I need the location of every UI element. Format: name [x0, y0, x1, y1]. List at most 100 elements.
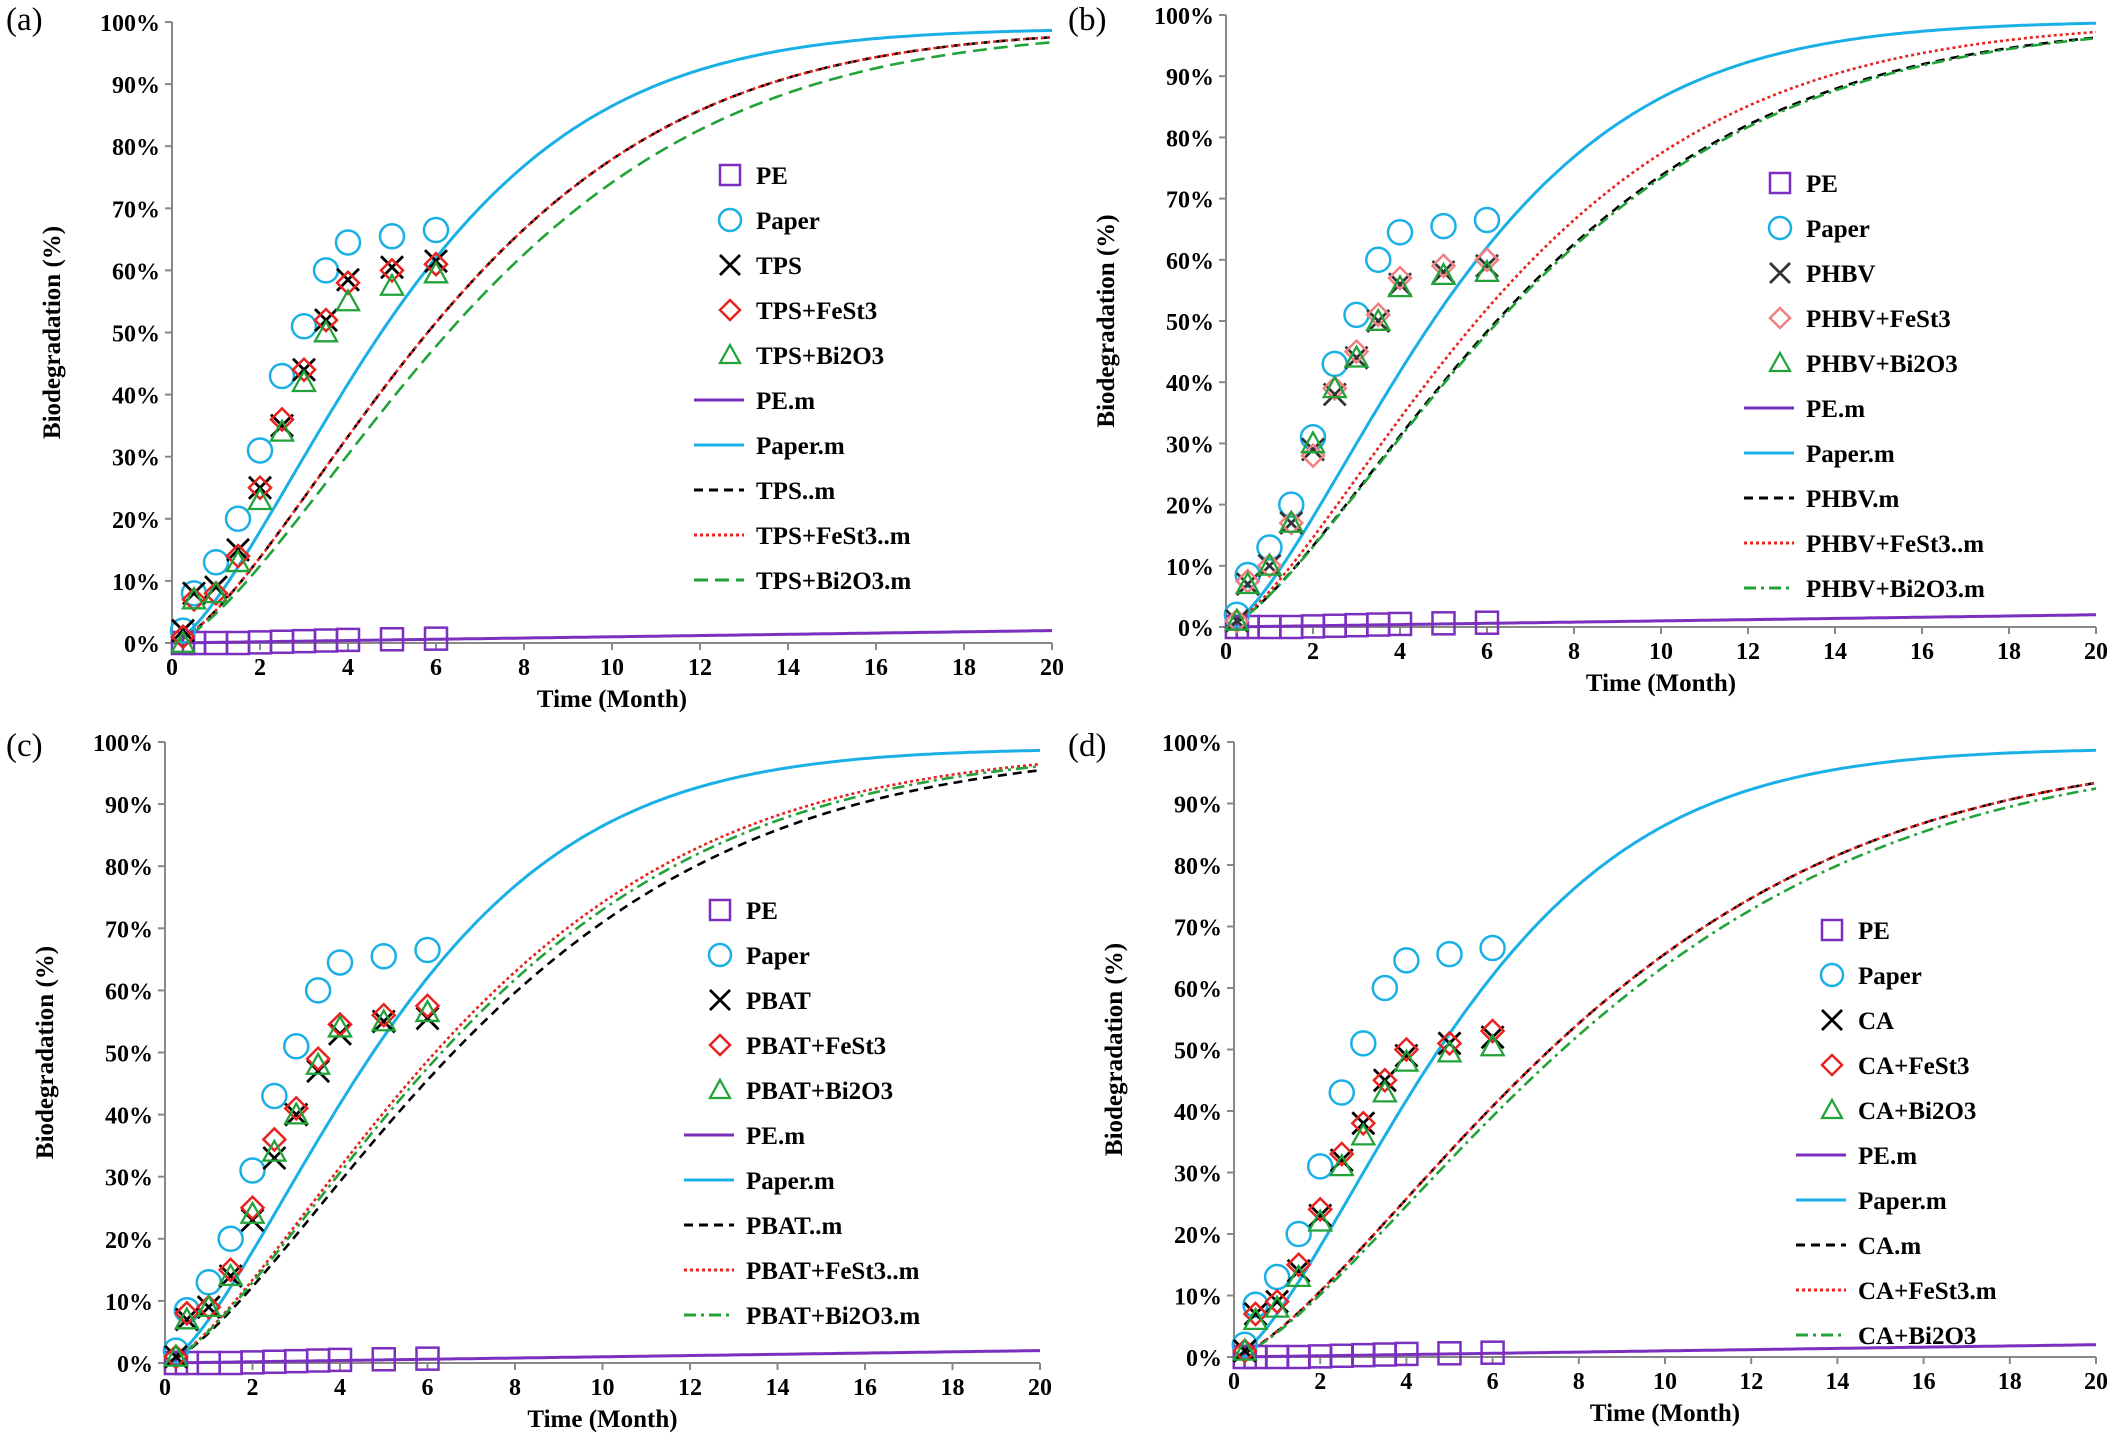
- data-point-PHBV+FeSt3: [1365, 302, 1392, 328]
- y-tick-label: 90%: [1166, 65, 1214, 91]
- y-tick-label: 90%: [1174, 793, 1222, 819]
- data-point-PBAT+FeSt3: [414, 993, 441, 1019]
- data-point-Paper: [326, 949, 354, 976]
- data-point-Paper: [422, 216, 450, 244]
- data-point-CA+Bi2O3: [1371, 1079, 1398, 1103]
- x-tick-label: 16: [853, 1375, 877, 1401]
- legend-label: Paper: [1806, 216, 1870, 243]
- y-tick-label: 70%: [1166, 188, 1214, 214]
- data-point-PBAT+FeSt3: [283, 1095, 310, 1122]
- y-tick-label: 50%: [1174, 1039, 1222, 1065]
- x-tick-label: 4: [1394, 639, 1406, 665]
- legend-label: TPS+FeSt3: [756, 298, 877, 325]
- legend-marker-Paper: [1767, 215, 1793, 241]
- data-point-PE: [371, 1347, 396, 1372]
- legend-marker-PE: [1820, 918, 1844, 942]
- x-tick-label: 12: [678, 1375, 702, 1401]
- x-tick-label: 8: [518, 655, 530, 681]
- data-point-Paper: [1371, 974, 1399, 1002]
- legend-marker-PBAT+Bi2O3: [708, 1077, 732, 1100]
- data-point-PBAT: [196, 1295, 221, 1320]
- data-point-CA+FeSt3: [1307, 1196, 1333, 1223]
- data-point-PHBV+FeSt3: [1387, 265, 1413, 291]
- data-point-PBAT+FeSt3: [370, 1002, 397, 1029]
- legend-label: PHBV+FeSt3: [1806, 306, 1951, 333]
- data-point-TPS+FeSt3: [423, 251, 449, 277]
- y-tick-label: 30%: [1174, 1162, 1222, 1188]
- data-point-PBAT+FeSt3: [195, 1294, 222, 1320]
- x-tick-label: 8: [1573, 1369, 1585, 1395]
- data-point-Paper: [1306, 1153, 1334, 1180]
- panel-letter-a: (a): [6, 2, 43, 38]
- data-point-CA+FeSt3: [1350, 1110, 1377, 1137]
- y-tick-label: 60%: [1174, 977, 1222, 1003]
- legend-label: PE.m: [746, 1123, 805, 1150]
- data-point-PHBV+FeSt3: [1430, 253, 1457, 279]
- y-tick-label: 20%: [105, 1228, 153, 1254]
- data-point-PBAT+Bi2O3: [327, 1014, 353, 1038]
- data-point-CA+Bi2O3: [1242, 1306, 1269, 1331]
- legend-label: Paper.m: [1806, 441, 1895, 468]
- data-point-PBAT: [262, 1146, 287, 1171]
- data-point-TPS+Bi2O3: [181, 586, 207, 610]
- data-point-TPS+Bi2O3: [225, 548, 251, 573]
- panel-letter-c: (c): [6, 728, 43, 764]
- data-point-TPS+FeSt3: [225, 543, 251, 569]
- y-tick-label: 90%: [105, 793, 153, 819]
- y-tick-label: 10%: [112, 570, 160, 596]
- data-point-TPS+Bi2O3: [170, 629, 196, 653]
- x-tick-label: 18: [952, 655, 976, 681]
- data-point-PHBV: [1257, 553, 1282, 578]
- legend-label: PHBV.m: [1806, 486, 1899, 513]
- data-point-PHBV+FeSt3: [1278, 510, 1305, 536]
- legend-label: PBAT+Bi2O3: [746, 1078, 893, 1105]
- legend-marker-PE: [718, 163, 742, 187]
- data-point-PE: [423, 626, 449, 651]
- y-tick-label: 50%: [105, 1042, 153, 1068]
- legend-label: Paper.m: [746, 1168, 835, 1195]
- data-point-Paper: [1430, 212, 1457, 240]
- legend-marker-Paper: [717, 207, 743, 233]
- x-tick-label: 8: [1568, 639, 1580, 665]
- data-point-TPS+FeSt3: [291, 356, 317, 383]
- data-point-CA+FeSt3: [1232, 1338, 1258, 1364]
- x-axis-title: Time (Month): [1586, 670, 1736, 697]
- data-point-PHBV+Bi2O3: [1300, 430, 1326, 454]
- data-point-PE: [1431, 611, 1456, 636]
- x-tick-label: 12: [688, 655, 712, 681]
- legend-label: PBAT..m: [746, 1213, 842, 1240]
- x-tick-label: 16: [1910, 639, 1934, 665]
- data-point-CA+Bi2O3: [1436, 1039, 1463, 1063]
- data-point-Paper: [239, 1157, 266, 1184]
- x-tick-label: 10: [1653, 1369, 1677, 1395]
- x-tick-label: 12: [1736, 639, 1760, 665]
- y-tick-label: 80%: [1166, 126, 1214, 152]
- legend-label: CA+Bi2O3: [1858, 1323, 1976, 1350]
- y-tick-label: 40%: [105, 1104, 153, 1130]
- legend-marker-PHBV+FeSt3: [1768, 306, 1792, 330]
- data-point-PBAT: [163, 1344, 188, 1369]
- data-point-CA+FeSt3: [1479, 1018, 1506, 1044]
- legend-label: PBAT+Bi2O3.m: [746, 1303, 920, 1330]
- series-line-Paper.m: [1233, 748, 2097, 1359]
- data-point-Paper: [1393, 947, 1420, 974]
- x-tick-label: 8: [509, 1375, 521, 1401]
- series-line-TPS+Bi2O3.m: [171, 41, 1053, 645]
- y-tick-label: 30%: [1166, 432, 1214, 458]
- data-point-PE: [1387, 611, 1413, 637]
- x-tick-label: 6: [1481, 639, 1493, 665]
- data-point-PE: [327, 1347, 353, 1373]
- data-point-TPS+Bi2O3: [269, 418, 295, 442]
- x-tick-label: 0: [159, 1375, 171, 1401]
- y-tick-label: 70%: [105, 917, 153, 943]
- x-tick-label: 14: [766, 1375, 790, 1401]
- x-tick-label: 2: [254, 655, 266, 681]
- x-tick-label: 4: [342, 655, 354, 681]
- data-point-PE: [1480, 1340, 1505, 1365]
- legend-label: PBAT+FeSt3: [746, 1033, 886, 1060]
- data-point-PHBV+Bi2O3: [1343, 344, 1370, 368]
- data-point-Paper: [312, 257, 340, 284]
- y-tick-label: 20%: [112, 508, 160, 534]
- legend-label: PE: [756, 163, 788, 190]
- data-point-PBAT+Bi2O3: [283, 1101, 310, 1125]
